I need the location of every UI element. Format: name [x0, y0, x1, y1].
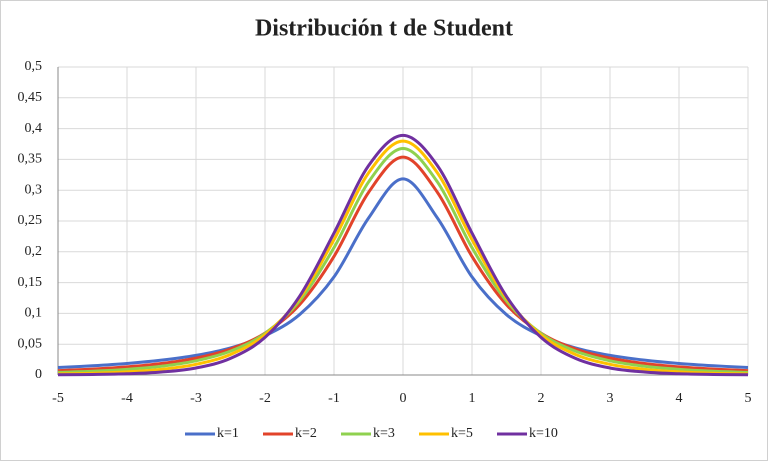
legend-label: k=2 [295, 426, 317, 441]
x-tick-label: -5 [52, 391, 64, 406]
y-tick-label: 0,3 [25, 182, 43, 197]
y-tick-label: 0,15 [18, 275, 43, 290]
y-tick-label: 0,25 [18, 213, 43, 228]
legend-label: k=3 [373, 426, 395, 441]
y-tick-label: 0,5 [25, 59, 43, 74]
y-tick-label: 0,35 [18, 152, 43, 167]
y-tick-label: 0,4 [25, 121, 43, 136]
series-line [57, 139, 749, 376]
series-line [57, 177, 749, 369]
x-tick-label: -2 [259, 391, 271, 406]
y-tick-label: 0 [35, 367, 42, 382]
chart-title: Distribución t de Student [255, 16, 513, 42]
x-tick-label: 2 [538, 391, 545, 406]
x-tick-label: 3 [607, 391, 614, 406]
x-tick-label: 4 [676, 391, 683, 406]
y-tick-label: 0,1 [25, 306, 43, 321]
x-tick-label: 0 [400, 391, 407, 406]
x-tick-label: -3 [190, 391, 202, 406]
series-line [57, 133, 749, 377]
y-tick-label: 0,2 [25, 244, 43, 259]
y-tick-label: 0,45 [18, 90, 43, 105]
series-line [57, 147, 749, 374]
series-line [57, 155, 749, 373]
x-tick-label: -4 [121, 391, 133, 406]
x-tick-label: 5 [745, 391, 752, 406]
x-tick-label: -1 [328, 391, 340, 406]
legend-label: k=5 [451, 426, 473, 441]
y-tick-label: 0,05 [18, 336, 43, 351]
legend-label: k=10 [529, 426, 558, 441]
x-tick-label: 1 [469, 391, 476, 406]
legend-label: k=1 [217, 426, 239, 441]
